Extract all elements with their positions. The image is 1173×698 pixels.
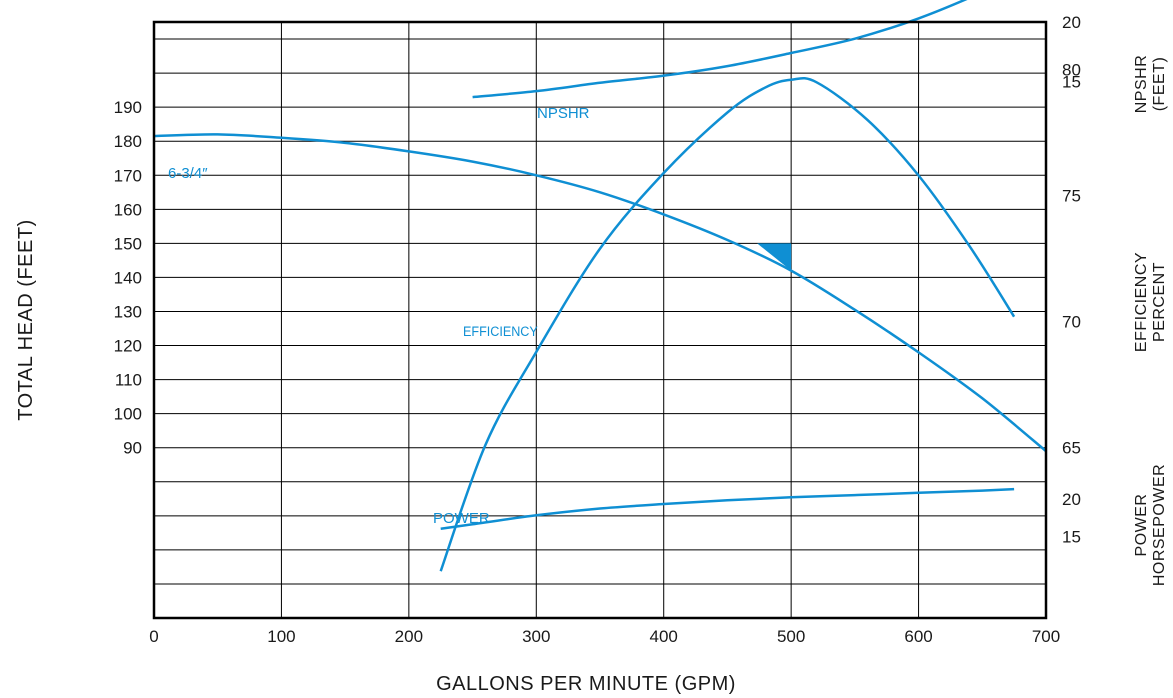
y-axis-title: TOTAL HEAD (FEET) <box>15 219 37 420</box>
efficiency-curve <box>439 76 1016 572</box>
efficiency-axis-title-line2: PERCENT <box>1151 262 1168 342</box>
plot-frame <box>152 20 1048 620</box>
npshr-axis-title-line1: NPSHR <box>1133 55 1150 114</box>
power-axis-title-line2: HORSEPOWER <box>1151 464 1168 586</box>
label-layer: 0 100 200 300 400 500 600 700 90 100 110 120 130 140 1… <box>15 13 1168 695</box>
efficiency-axis-title-line1: EFFICIENCY <box>1133 252 1150 352</box>
y-tick-label: 120 <box>114 337 142 356</box>
npshr-axis-title: NPSHR (FEET) <box>1133 55 1168 114</box>
x-tick-label: 500 <box>777 627 805 646</box>
curve-layer <box>153 0 1047 572</box>
x-tick-label: 400 <box>650 627 678 646</box>
y-tick-label: 150 <box>114 234 142 253</box>
npshr-tick-label: 20 <box>1062 13 1081 32</box>
y-tick-label: 100 <box>114 405 142 424</box>
x-tick-label: 300 <box>522 627 550 646</box>
efficiency-axis-title: EFFICIENCY PERCENT <box>1133 252 1168 352</box>
y-tick-label: 90 <box>123 439 142 458</box>
y-tick-label: 180 <box>114 132 142 151</box>
head-curve <box>153 133 1047 453</box>
y-tick-label: 170 <box>114 166 142 185</box>
efficiency-tick-label: 65 <box>1062 439 1081 458</box>
y-tick-label: 140 <box>114 268 142 287</box>
y-tick-label: 110 <box>115 371 142 390</box>
power-curve <box>440 487 1015 531</box>
npshr-curve <box>472 0 968 99</box>
efficiency-tick-label: 70 <box>1062 313 1081 332</box>
npshr-axis-title-line2: (FEET) <box>1151 57 1168 112</box>
power-axis-title-line1: POWER <box>1133 494 1150 557</box>
x-tick-label: 600 <box>904 627 932 646</box>
power-axis-title: POWER HORSEPOWER <box>1133 464 1168 586</box>
grid-layer <box>154 22 1046 618</box>
x-tick-label: 700 <box>1032 627 1060 646</box>
x-tick-label: 100 <box>267 627 295 646</box>
head-curve-label: 6-3/4″ <box>168 165 208 182</box>
efficiency-curve-label: EFFICIENCY <box>463 323 538 339</box>
npshr-tick-label: 15 <box>1062 73 1081 92</box>
y-tick-label: 160 <box>114 200 142 219</box>
power-tick-label: 20 <box>1062 490 1081 509</box>
x-tick-label: 0 <box>149 627 158 646</box>
bep-triangle-marker <box>757 243 792 271</box>
x-tick-label: 200 <box>395 627 423 646</box>
efficiency-tick-label: 80 <box>1062 61 1081 80</box>
y-tick-label: 130 <box>114 302 142 321</box>
power-tick-label: 15 <box>1062 527 1081 546</box>
efficiency-tick-label: 75 <box>1062 187 1081 206</box>
power-curve-label: POWER <box>433 510 490 527</box>
x-axis-title: GALLONS PER MINUTE (GPM) <box>436 673 736 695</box>
npshr-curve-label: NPSHR <box>537 105 590 122</box>
y-tick-label: 190 <box>114 98 142 117</box>
